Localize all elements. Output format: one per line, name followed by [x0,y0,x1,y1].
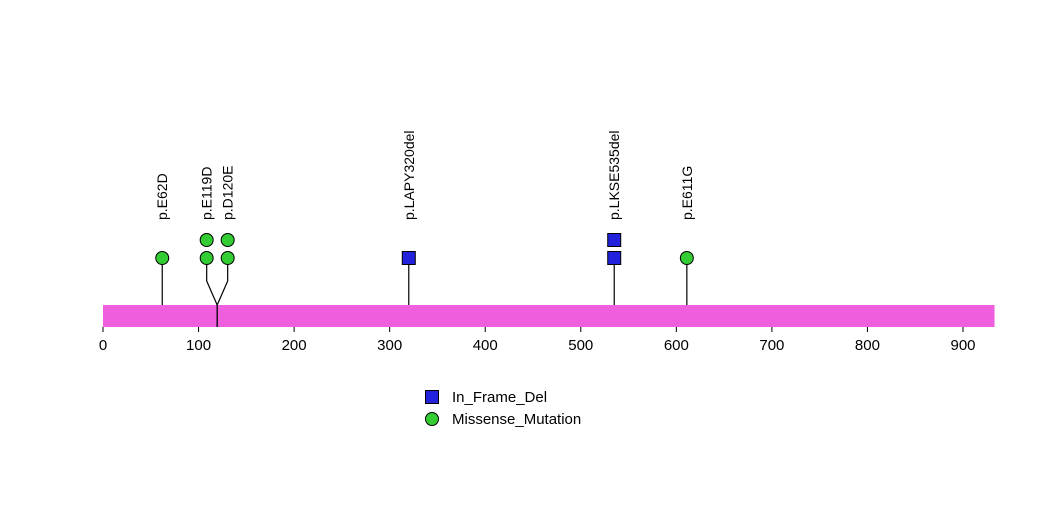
mutation-marker-circle [155,251,170,265]
axis-tick-label: 0 [99,337,107,354]
mutation-marker-square [401,251,416,265]
mutation-marker-circle [220,233,235,247]
mutation-label: p.LAPY320del [401,130,417,220]
axis-tick-label: 700 [759,337,784,354]
axis-tick-label: 300 [377,337,402,354]
legend-label: In_Frame_Del [452,389,547,406]
axis-tick-label: 400 [473,337,498,354]
mutation-marker-square [607,233,622,247]
mutation-label: p.E611G [679,166,695,220]
mutation-label: p.D120E [220,166,236,220]
legend-label: Missense_Mutation [452,411,581,428]
mutation-label: p.E62D [154,173,170,220]
mutation-label: p.LKSE535del [606,130,622,220]
axis-tick-label: 500 [568,337,593,354]
lollipop-stem [206,258,218,306]
mutation-marker-circle [679,251,694,265]
axis-tick-label: 600 [664,337,689,354]
axis-tick-label: 900 [950,337,975,354]
mutation-marker-square [607,251,622,265]
lollipop-stem [216,258,229,306]
axis-tick-label: 100 [186,337,211,354]
legend-marker-circle [425,412,439,426]
mutation-marker-circle [220,251,235,265]
legend-marker-square [425,390,439,404]
protein-bar [103,305,995,327]
axis-tick-label: 200 [282,337,307,354]
mutation-marker-circle [199,251,214,265]
mutation-label: p.E119D [199,167,215,220]
axis-tick-label: 800 [855,337,880,354]
mutation-marker-circle [199,233,214,247]
